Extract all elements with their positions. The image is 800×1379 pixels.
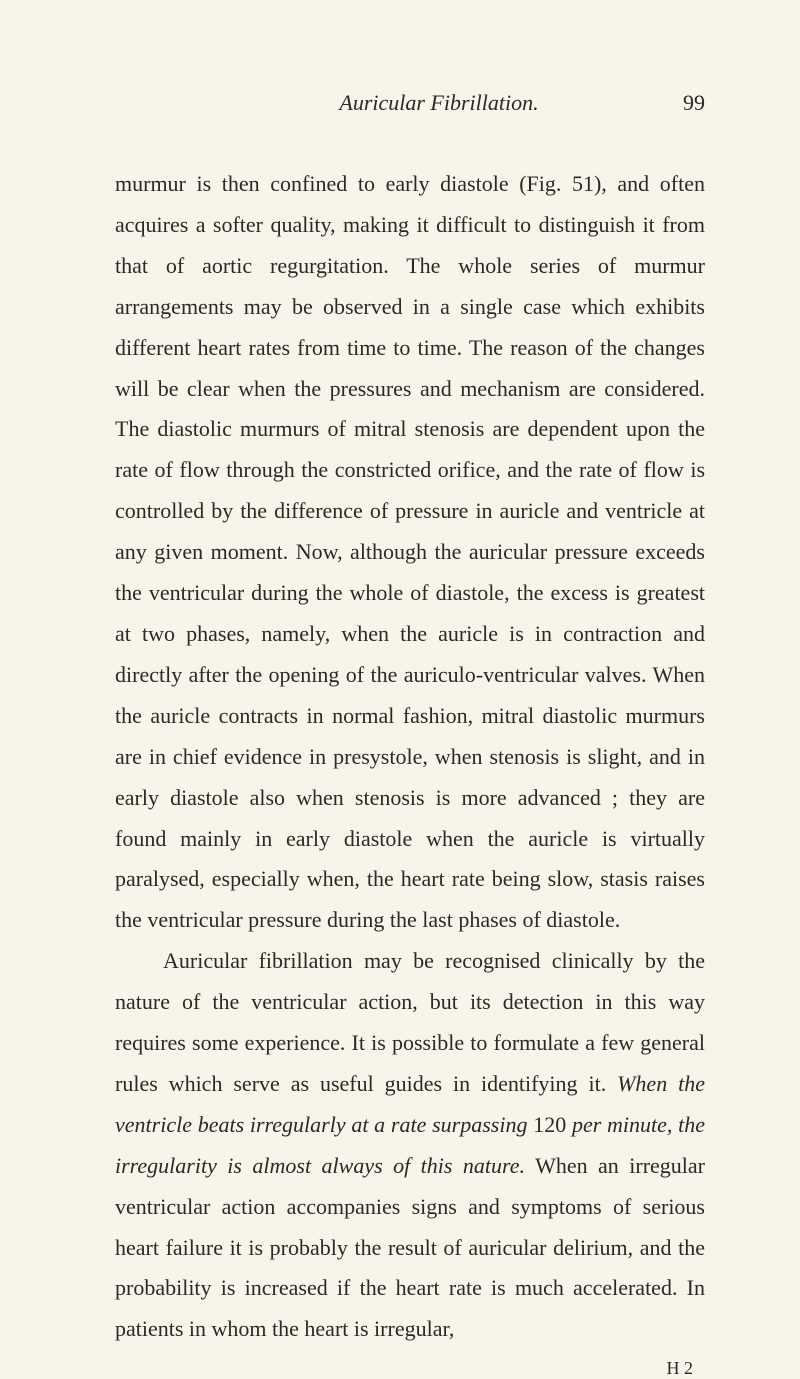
page-footer: H 2 [115,1358,705,1379]
body-text: murmur is then confined to early diastol… [115,164,705,1350]
paragraph-1: murmur is then confined to early diastol… [115,164,705,941]
p2-text-2: 120 [527,1112,571,1137]
running-title: Auricular Fibrillation. [115,90,683,116]
signature-mark: H 2 [667,1358,694,1378]
p2-text-3: When an irregular ventricular action acc… [115,1153,705,1342]
page-header: Auricular Fibrillation. 99 [115,90,705,116]
paragraph-2: Auricular fibrillation may be recognised… [115,941,705,1350]
page-number: 99 [683,90,705,116]
